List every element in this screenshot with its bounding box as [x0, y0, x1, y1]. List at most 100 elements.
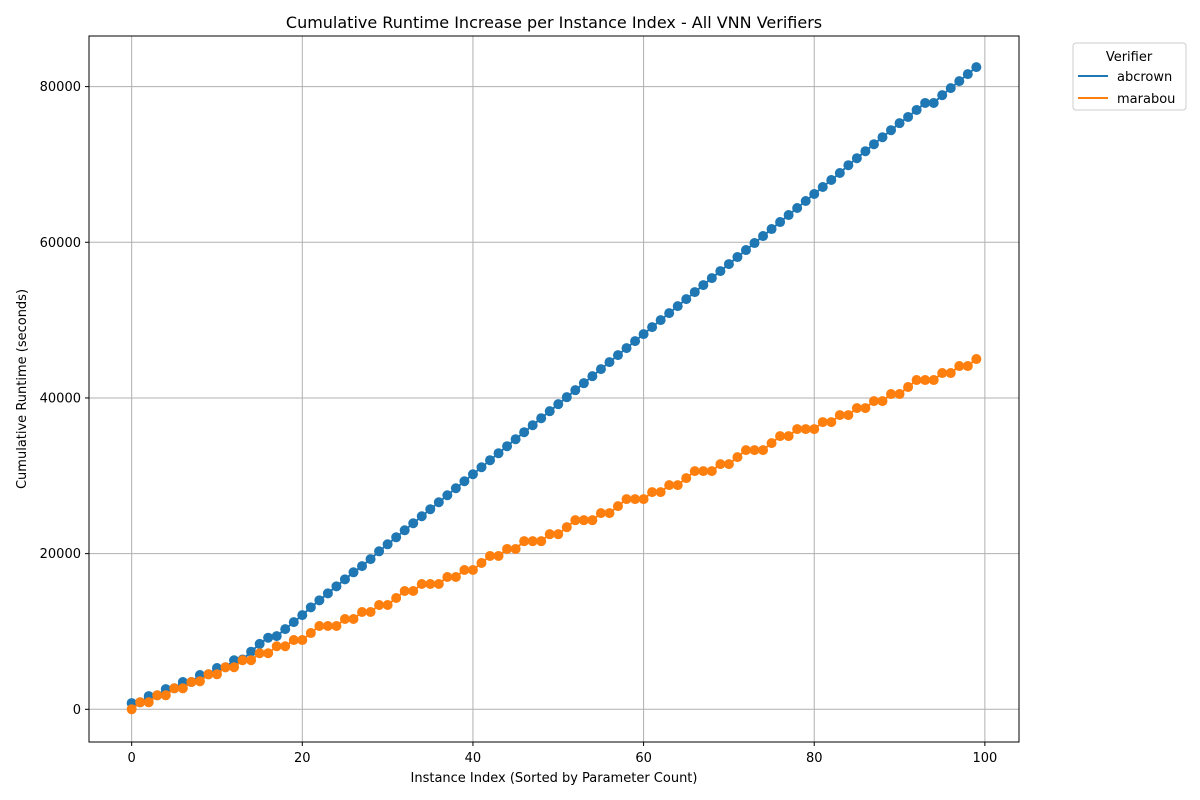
data-point-marabou — [570, 515, 581, 526]
data-point-marabou — [357, 607, 368, 618]
data-point-marabou — [271, 641, 282, 652]
x-tick-label: 80 — [806, 751, 823, 766]
data-point-marabou — [510, 543, 521, 554]
data-point-marabou — [502, 543, 513, 554]
data-point-abcrown — [476, 462, 487, 473]
data-point-marabou — [433, 578, 444, 589]
data-point-abcrown — [766, 224, 777, 235]
data-point-abcrown — [322, 588, 333, 599]
data-point-abcrown — [502, 441, 513, 452]
data-point-marabou — [254, 648, 265, 659]
data-point-abcrown — [689, 287, 700, 298]
data-point-marabou — [630, 494, 641, 505]
data-point-marabou — [766, 438, 777, 449]
data-point-abcrown — [561, 392, 572, 403]
data-point-abcrown — [937, 90, 948, 101]
data-point-marabou — [561, 522, 572, 533]
data-point-abcrown — [851, 153, 862, 164]
data-point-marabou — [203, 669, 214, 680]
data-point-marabou — [211, 669, 222, 680]
data-point-marabou — [348, 614, 359, 625]
data-point-marabou — [775, 431, 786, 442]
data-point-marabou — [280, 641, 291, 652]
data-point-marabou — [143, 697, 154, 708]
data-point-marabou — [595, 508, 606, 519]
data-point-abcrown — [817, 182, 828, 193]
data-point-abcrown — [459, 476, 470, 487]
x-axis-label: Instance Index (Sorted by Parameter Coun… — [411, 771, 698, 786]
data-point-abcrown — [783, 210, 794, 221]
x-tick-label: 60 — [635, 751, 652, 766]
data-point-marabou — [459, 564, 470, 575]
data-point-marabou — [681, 473, 692, 484]
data-point-abcrown — [519, 427, 530, 438]
data-point-abcrown — [740, 245, 751, 256]
data-point-abcrown — [894, 118, 905, 129]
data-point-marabou — [169, 683, 180, 694]
data-point-marabou — [544, 529, 555, 540]
data-point-abcrown — [621, 343, 632, 354]
data-point-abcrown — [408, 518, 419, 529]
data-point-abcrown — [971, 62, 982, 73]
data-point-abcrown — [425, 504, 436, 515]
data-point-marabou — [467, 564, 478, 575]
series-layer — [126, 62, 982, 715]
y-axis-label: Cumulative Runtime (seconds) — [15, 289, 30, 489]
data-point-marabou — [664, 480, 675, 491]
data-point-abcrown — [433, 497, 444, 508]
data-point-marabou — [408, 585, 419, 596]
legend-box — [1072, 42, 1187, 111]
data-point-marabou — [809, 424, 820, 435]
data-point-abcrown — [527, 420, 538, 431]
data-point-marabou — [263, 648, 274, 659]
data-point-abcrown — [723, 259, 734, 270]
data-point-marabou — [749, 445, 760, 456]
data-point-abcrown — [391, 532, 402, 543]
data-point-marabou — [186, 677, 197, 688]
series-marabou — [126, 354, 982, 715]
data-point-marabou — [553, 529, 564, 540]
data-point-marabou — [911, 375, 922, 386]
data-point-marabou — [152, 690, 163, 701]
data-point-abcrown — [826, 175, 837, 185]
data-point-abcrown — [612, 350, 623, 361]
y-tick-label: 0 — [73, 703, 81, 718]
data-point-abcrown — [647, 322, 658, 333]
data-point-marabou — [476, 557, 487, 568]
data-point-marabou — [297, 635, 308, 646]
data-point-abcrown — [348, 567, 359, 578]
data-point-abcrown — [578, 378, 589, 389]
data-point-marabou — [647, 487, 658, 498]
data-point-abcrown — [664, 308, 675, 319]
data-point-marabou — [723, 459, 734, 470]
data-point-abcrown — [860, 146, 871, 157]
data-point-marabou — [365, 607, 376, 618]
data-point-abcrown — [271, 631, 282, 642]
data-point-marabou — [135, 697, 146, 708]
x-tick-label: 40 — [465, 751, 482, 766]
data-point-abcrown — [672, 301, 683, 312]
data-point-marabou — [638, 494, 649, 505]
data-point-abcrown — [638, 329, 649, 340]
data-point-abcrown — [945, 83, 956, 94]
data-point-abcrown — [749, 238, 760, 249]
data-point-abcrown — [834, 168, 845, 178]
data-point-abcrown — [604, 357, 615, 368]
data-point-marabou — [160, 690, 171, 701]
data-point-marabou — [237, 655, 248, 666]
data-point-marabou — [416, 578, 427, 589]
data-point-abcrown — [655, 315, 666, 326]
data-point-marabou — [246, 655, 257, 666]
data-point-abcrown — [698, 280, 709, 291]
data-point-abcrown — [288, 617, 299, 628]
data-point-abcrown — [587, 371, 598, 382]
data-point-abcrown — [843, 160, 854, 171]
data-point-marabou — [817, 417, 828, 428]
x-axis: 0 20 40 60 80 100 — [128, 742, 997, 766]
y-axis: 0 20000 40000 60000 80000 — [40, 80, 89, 718]
data-point-marabou — [527, 536, 538, 547]
data-point-abcrown — [536, 413, 547, 424]
data-point-abcrown — [493, 448, 504, 459]
data-point-marabou — [843, 410, 854, 421]
